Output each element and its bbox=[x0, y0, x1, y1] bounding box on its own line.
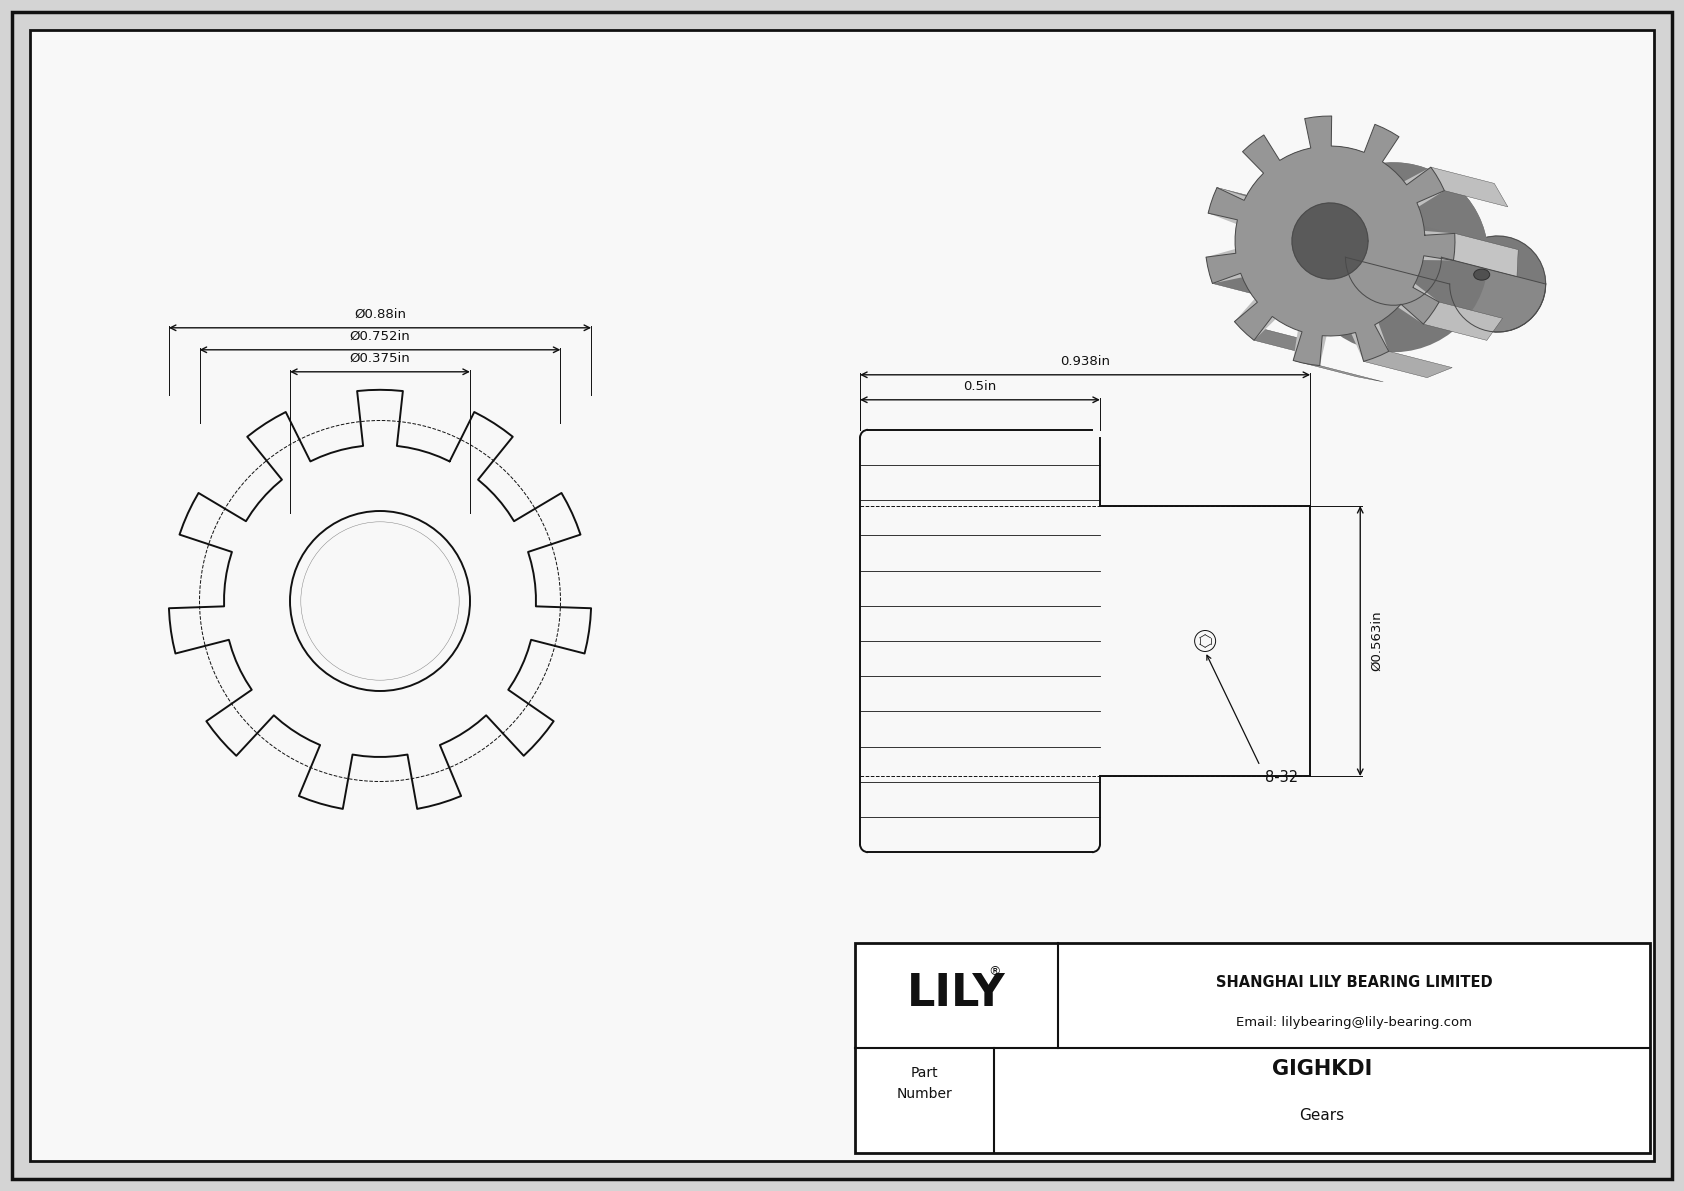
Polygon shape bbox=[1292, 202, 1367, 279]
Polygon shape bbox=[1234, 146, 1487, 272]
Text: Ø0.563in: Ø0.563in bbox=[1371, 611, 1383, 672]
Polygon shape bbox=[1206, 249, 1243, 283]
Polygon shape bbox=[1364, 351, 1452, 378]
Text: Email: lilybearing@lily-bearing.com: Email: lilybearing@lily-bearing.com bbox=[1236, 1016, 1472, 1029]
Polygon shape bbox=[1351, 323, 1389, 361]
Text: Ø0.752in: Ø0.752in bbox=[350, 330, 411, 343]
Polygon shape bbox=[1404, 167, 1445, 207]
Text: GIGHKDI: GIGHKDI bbox=[1271, 1059, 1372, 1079]
Polygon shape bbox=[1293, 330, 1327, 366]
Text: Part
Number: Part Number bbox=[896, 1066, 953, 1100]
Polygon shape bbox=[1207, 187, 1246, 224]
Polygon shape bbox=[1206, 116, 1455, 366]
Text: 8-32: 8-32 bbox=[1265, 771, 1298, 785]
Polygon shape bbox=[1207, 187, 1280, 230]
Polygon shape bbox=[1423, 231, 1455, 261]
Text: ®: ® bbox=[989, 965, 1000, 978]
Text: 0.5in: 0.5in bbox=[963, 380, 997, 393]
Bar bbox=[855, 943, 1650, 1153]
Text: Gears: Gears bbox=[1300, 1108, 1344, 1123]
Text: SHANGHAI LILY BEARING LIMITED: SHANGHAI LILY BEARING LIMITED bbox=[1216, 975, 1492, 991]
Polygon shape bbox=[1298, 162, 1489, 353]
Polygon shape bbox=[1423, 303, 1502, 341]
Polygon shape bbox=[1293, 361, 1383, 382]
Text: LILY: LILY bbox=[908, 972, 1005, 1015]
Bar bbox=[1041, 40, 1650, 441]
Text: Ø0.375in: Ø0.375in bbox=[350, 351, 411, 364]
Polygon shape bbox=[1206, 257, 1276, 300]
Polygon shape bbox=[1398, 283, 1440, 324]
Text: 0.938in: 0.938in bbox=[1061, 355, 1110, 368]
Polygon shape bbox=[1453, 233, 1519, 276]
Ellipse shape bbox=[1474, 269, 1490, 280]
Polygon shape bbox=[1234, 322, 1317, 356]
Polygon shape bbox=[1431, 167, 1507, 207]
Polygon shape bbox=[1346, 257, 1546, 332]
Polygon shape bbox=[1234, 299, 1276, 341]
Text: Ø0.88in: Ø0.88in bbox=[354, 307, 406, 320]
Polygon shape bbox=[1450, 236, 1546, 332]
